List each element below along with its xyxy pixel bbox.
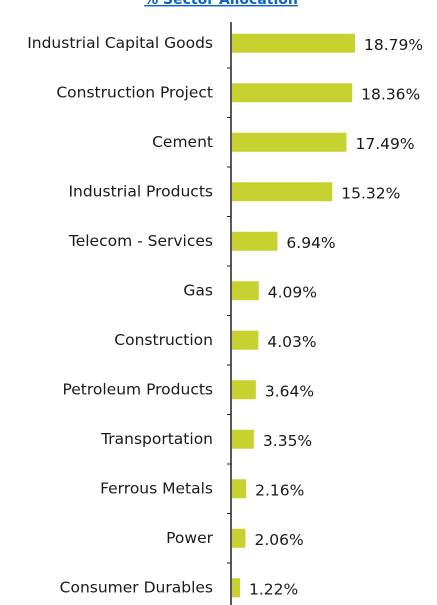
category-label: Construction Project	[56, 83, 213, 101]
category-label: Telecom - Services	[68, 232, 213, 250]
category-label: Cement	[152, 133, 213, 151]
bar	[232, 132, 347, 152]
bar	[232, 330, 259, 350]
bar	[232, 479, 247, 499]
category-label: Industrial Products	[68, 182, 213, 200]
bar	[232, 578, 240, 598]
value-label: 3.35%	[263, 432, 312, 450]
value-label: 1.22%	[249, 580, 298, 598]
chart-title: % Sector Allocation	[144, 0, 298, 8]
category-label: Industrial Capital Goods	[27, 34, 213, 52]
bar	[232, 33, 355, 53]
category-label: Gas	[183, 281, 213, 299]
value-label: 4.09%	[268, 283, 317, 301]
value-label: 3.64%	[265, 382, 314, 400]
category-label: Construction	[114, 331, 213, 349]
value-label: 18.79%	[364, 36, 423, 54]
value-label: 2.16%	[255, 481, 304, 499]
bar	[232, 380, 256, 400]
category-label: Power	[166, 529, 213, 547]
category-label: Transportation	[100, 430, 213, 448]
category-label: Consumer Durables	[60, 578, 213, 596]
value-label: 15.32%	[341, 184, 400, 202]
bar	[232, 83, 353, 103]
value-label: 6.94%	[286, 234, 335, 252]
value-label: 18.36%	[361, 85, 420, 103]
value-label: 4.03%	[267, 333, 316, 351]
bar	[232, 528, 246, 548]
category-label: Petroleum Products	[62, 380, 213, 398]
category-label: Ferrous Metals	[100, 479, 213, 497]
value-label: 17.49%	[355, 135, 414, 153]
value-label: 2.06%	[254, 531, 303, 549]
bar	[232, 281, 259, 301]
bar	[232, 231, 278, 251]
bar	[232, 429, 254, 449]
bar	[232, 182, 333, 202]
